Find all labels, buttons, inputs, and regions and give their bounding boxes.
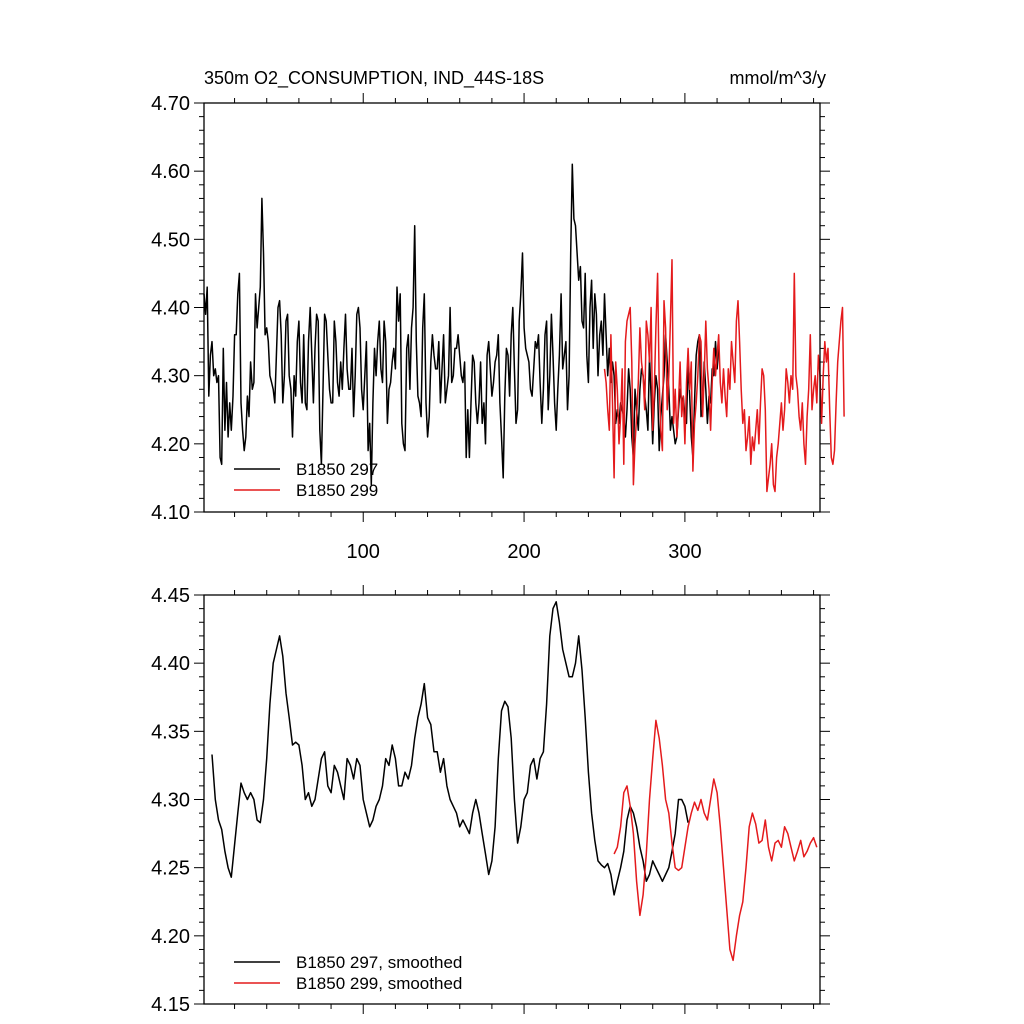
bottom-panel: 4.15 4.20 4.25 4.30 4.35 4.40 4.45 B1850 297, … bbox=[151, 585, 830, 1016]
bottom-ytick-label: 4.30 bbox=[151, 790, 190, 812]
top-legend: B1850 297 B1850 299 bbox=[234, 460, 378, 500]
bottom-series-line-1 bbox=[613, 719, 818, 962]
bottom-ytick-label: 4.20 bbox=[151, 926, 190, 948]
bottom-plot-frame bbox=[203, 594, 821, 1005]
bottom-axis-ticks bbox=[194, 585, 830, 1014]
top-ytick-label: 4.40 bbox=[151, 298, 190, 320]
bottom-legend-label-299: B1850 299, smoothed bbox=[296, 974, 462, 993]
top-series-line-1 bbox=[603, 259, 845, 493]
top-x-tick-labels: 100 200 300 bbox=[347, 541, 702, 563]
top-chart-units: mmol/m^3/y bbox=[730, 68, 826, 88]
bottom-y-tick-labels: 4.15 4.20 4.25 4.30 4.35 4.40 4.45 bbox=[151, 585, 190, 1016]
top-xtick-label: 100 bbox=[347, 541, 380, 563]
bottom-ytick-label: 4.35 bbox=[151, 721, 190, 743]
top-series-lines bbox=[203, 163, 845, 493]
top-chart-title: 350m O2_CONSUMPTION, IND_44S-18S bbox=[204, 68, 544, 89]
bottom-ytick-label: 4.15 bbox=[151, 994, 190, 1016]
bottom-legend: B1850 297, smoothed B1850 299, smoothed bbox=[234, 953, 462, 993]
top-legend-label-297: B1850 297 bbox=[296, 460, 378, 479]
bottom-legend-label-297: B1850 297, smoothed bbox=[296, 953, 462, 972]
top-series-line-0 bbox=[203, 163, 720, 486]
top-axis-ticks bbox=[194, 93, 830, 522]
top-ytick-label: 4.20 bbox=[151, 434, 190, 456]
top-ytick-label: 4.30 bbox=[151, 366, 190, 388]
top-xtick-label: 300 bbox=[668, 541, 701, 563]
bottom-series-line-0 bbox=[211, 601, 689, 896]
top-plot-frame bbox=[203, 102, 821, 513]
top-y-tick-labels: 4.10 4.20 4.30 4.40 4.50 4.60 4.70 bbox=[151, 93, 190, 524]
top-ytick-label: 4.70 bbox=[151, 93, 190, 115]
bottom-ytick-label: 4.45 bbox=[151, 585, 190, 607]
top-legend-label-299: B1850 299 bbox=[296, 481, 378, 500]
bottom-series-lines bbox=[211, 601, 818, 962]
top-panel: 350m O2_CONSUMPTION, IND_44S-18S mmol/m^… bbox=[151, 68, 845, 563]
bottom-ytick-label: 4.25 bbox=[151, 858, 190, 880]
bottom-ytick-label: 4.40 bbox=[151, 653, 190, 675]
top-ytick-label: 4.10 bbox=[151, 502, 190, 524]
top-xtick-label: 200 bbox=[507, 541, 540, 563]
top-ytick-label: 4.60 bbox=[151, 161, 190, 183]
top-ytick-label: 4.50 bbox=[151, 229, 190, 251]
